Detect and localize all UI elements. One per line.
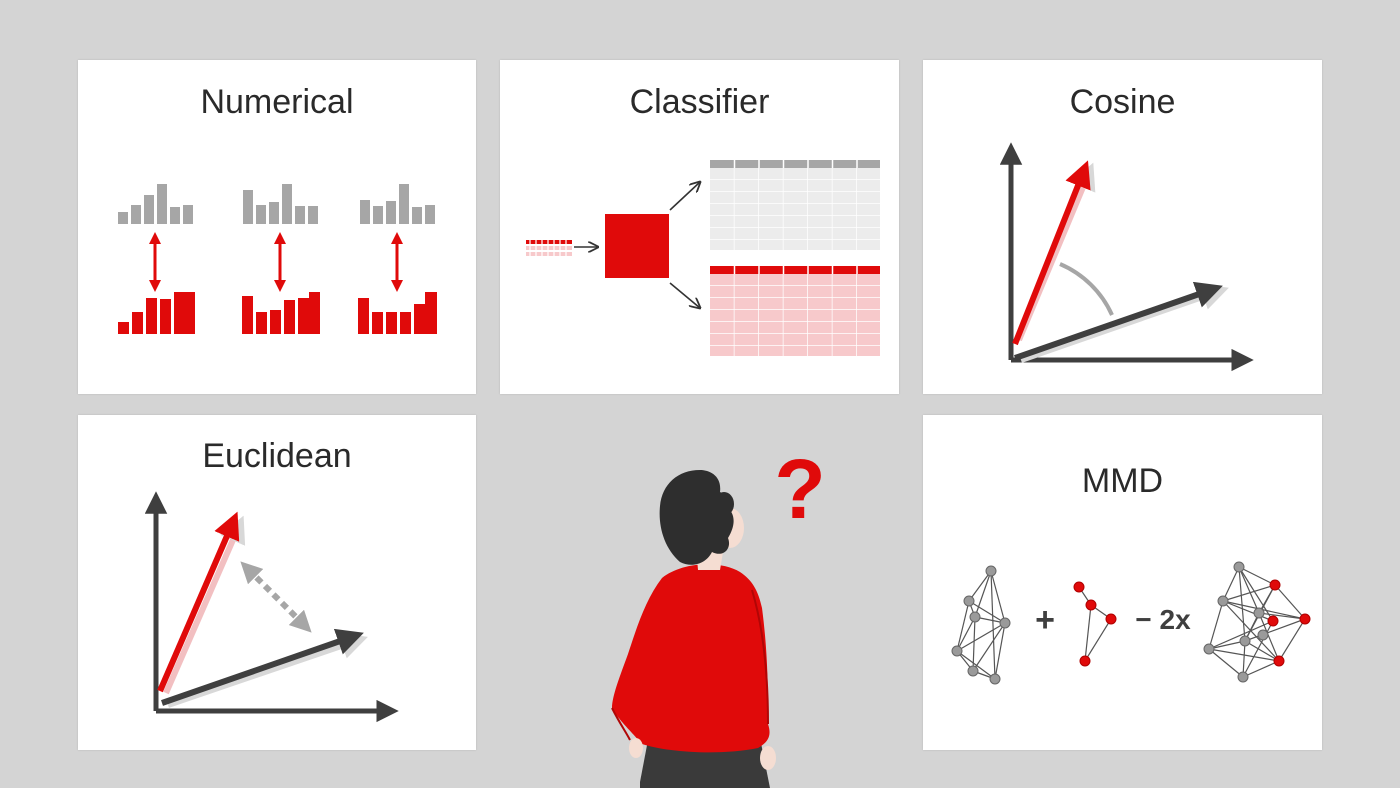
euclidean-illustration: [144, 491, 399, 723]
classifier-title: Classifier: [629, 83, 770, 121]
red-graph-icon: [1073, 581, 1117, 667]
arrow-down-icon: [669, 282, 700, 308]
cosine-title: Cosine: [1069, 83, 1176, 121]
histogram-pair-2: [242, 184, 320, 334]
thinking-person-illustration: ?: [611, 442, 826, 788]
vector-shadow: [163, 515, 246, 695]
histogram-pair-1: [118, 184, 195, 334]
red-histogram-icon: [242, 292, 320, 334]
euclidean-card: Euclidean: [78, 415, 476, 750]
hair-bun: [714, 492, 734, 516]
red-jacket: [612, 564, 770, 753]
red-vector-icon: [157, 511, 240, 693]
minus-2x-term: − 2x: [1135, 604, 1191, 635]
gray-histogram-icon: [118, 184, 193, 224]
gray-histogram-icon: [360, 184, 435, 224]
red-vector-icon: [1012, 160, 1091, 346]
red-histogram-icon: [358, 292, 437, 334]
gray-histogram-icon: [243, 184, 318, 224]
euclidean-title: Euclidean: [202, 437, 352, 475]
question-mark: ?: [774, 442, 825, 536]
hair: [659, 470, 734, 565]
classifier-card: Classifier: [500, 60, 899, 394]
numerical-illustration: [118, 184, 437, 334]
axes-icon: [999, 142, 1254, 372]
gray-table-icon: [710, 160, 880, 250]
distance-arrow-icon: [240, 561, 312, 633]
axes-icon: [144, 491, 399, 723]
left-hand: [629, 738, 643, 758]
classifier-box-icon: [605, 214, 669, 278]
vector-shadow: [167, 632, 368, 708]
gray-vector-icon: [1014, 281, 1223, 361]
histogram-pair-3: [358, 184, 437, 334]
mmd-title: MMD: [1081, 462, 1164, 500]
cosine-card: Cosine: [923, 60, 1322, 394]
mixed-graph-icon: [1203, 561, 1311, 683]
red-table-icon: [710, 266, 880, 356]
mmd-illustration: + − 2x: [951, 561, 1311, 685]
vector-shadow: [1020, 283, 1229, 363]
red-histogram-icon: [118, 292, 195, 334]
cosine-illustration: [999, 142, 1254, 372]
input-vector-icon: [526, 238, 572, 258]
numerical-title: Numerical: [200, 83, 354, 121]
gray-vector-icon: [161, 628, 364, 706]
right-hand: [760, 746, 776, 770]
classifier-illustration: [526, 160, 880, 356]
angle-arc-icon: [1059, 262, 1114, 316]
plus-sign: +: [1035, 601, 1055, 639]
numerical-card: Numerical: [78, 60, 476, 394]
mmd-card: MMD +: [923, 415, 1322, 750]
person-figure: [611, 470, 776, 788]
arrow-up-icon: [669, 182, 700, 211]
gray-graph-icon: [951, 565, 1011, 685]
